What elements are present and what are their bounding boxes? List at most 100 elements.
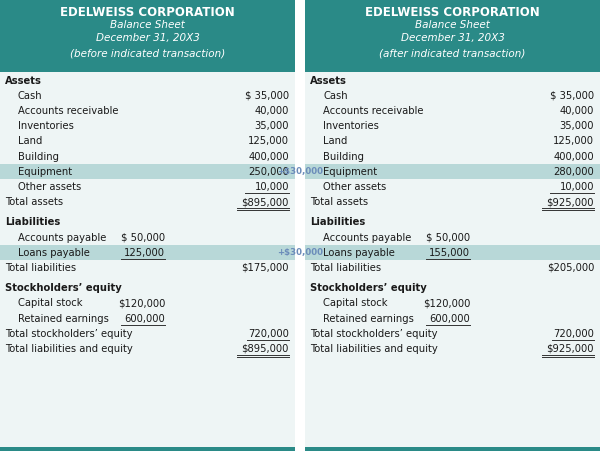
Text: December 31, 20X3: December 31, 20X3 [401,33,505,43]
Bar [305,215,600,220]
Bar [0,149,295,164]
Text: Accounts receivable: Accounts receivable [323,106,424,116]
Bar [305,0,600,72]
Text: 400,000: 400,000 [248,152,289,161]
Text: Stockholders’ equity: Stockholders’ equity [310,283,427,293]
Text: Liabilities: Liabilities [310,217,365,227]
Text: Total assets: Total assets [310,197,368,207]
Text: 600,000: 600,000 [124,313,165,324]
Text: Balance Sheet: Balance Sheet [110,20,185,30]
Bar [305,245,600,260]
Text: 600,000: 600,000 [430,313,470,324]
Text: $ 35,000: $ 35,000 [550,91,594,101]
Text: 280,000: 280,000 [553,167,594,177]
Text: +$30,000: +$30,000 [277,167,323,176]
Bar [0,245,295,260]
Text: Building: Building [18,152,59,161]
Text: Total assets: Total assets [5,197,63,207]
Text: $ 50,000: $ 50,000 [121,233,165,243]
Bar [0,281,295,285]
Bar [305,230,600,245]
Text: 35,000: 35,000 [560,121,594,131]
Text: Capital stock: Capital stock [18,299,83,308]
Text: $205,000: $205,000 [547,263,594,273]
Text: Capital stock: Capital stock [323,299,388,308]
Bar [305,72,600,451]
Bar [305,281,600,296]
Text: $895,000: $895,000 [242,197,289,207]
Text: 10,000: 10,000 [254,182,289,192]
Bar [0,103,295,119]
Text: Loans payable: Loans payable [323,248,395,258]
Bar [0,341,295,357]
Bar [295,0,305,451]
Bar [0,73,295,88]
Bar [305,194,600,210]
Text: 400,000: 400,000 [553,152,594,161]
Text: Total stockholders’ equity: Total stockholders’ equity [5,329,133,339]
Bar [0,88,295,103]
Text: EDELWEISS CORPORATION: EDELWEISS CORPORATION [365,5,540,18]
Bar [0,230,295,245]
Text: Cash: Cash [323,91,347,101]
Text: 125,000: 125,000 [124,248,165,258]
Text: $ 35,000: $ 35,000 [245,91,289,101]
Text: Total liabilities and equity: Total liabilities and equity [310,344,438,354]
Text: 40,000: 40,000 [560,106,594,116]
Bar [0,72,295,451]
Bar [305,311,600,326]
Text: Total stockholders’ equity: Total stockholders’ equity [310,329,437,339]
Bar [0,326,295,341]
Bar [305,179,600,194]
Text: 720,000: 720,000 [248,329,289,339]
Bar [305,119,600,134]
Bar [305,88,600,103]
Text: 125,000: 125,000 [553,136,594,147]
Text: Land: Land [323,136,347,147]
Bar [0,194,295,210]
Bar [305,164,600,179]
Text: 720,000: 720,000 [553,329,594,339]
Bar [305,149,600,164]
Bar [0,215,295,220]
Bar [305,73,600,88]
Bar [0,179,295,194]
Bar [0,281,295,296]
Text: $120,000: $120,000 [423,299,470,308]
Text: 250,000: 250,000 [248,167,289,177]
Text: Total liabilities: Total liabilities [310,263,381,273]
Text: Retained earnings: Retained earnings [323,313,414,324]
Text: $925,000: $925,000 [547,344,594,354]
Text: (after indicated transaction): (after indicated transaction) [379,48,526,58]
Bar [305,281,600,285]
Text: Cash: Cash [18,91,43,101]
Text: Retained earnings: Retained earnings [18,313,109,324]
Text: 10,000: 10,000 [560,182,594,192]
Text: $175,000: $175,000 [241,263,289,273]
Bar [305,215,600,230]
Text: $925,000: $925,000 [547,197,594,207]
Bar [305,341,600,357]
Bar [0,447,295,451]
Bar [305,326,600,341]
Text: Equipment: Equipment [18,167,72,177]
Bar [0,215,295,230]
Text: 125,000: 125,000 [248,136,289,147]
Text: Building: Building [323,152,364,161]
Text: (before indicated transaction): (before indicated transaction) [70,48,225,58]
Bar [0,164,295,179]
Bar [0,0,295,72]
Text: Inventories: Inventories [18,121,74,131]
Text: Land: Land [18,136,43,147]
Text: +$30,000: +$30,000 [277,249,323,258]
Text: Inventories: Inventories [323,121,379,131]
Text: Other assets: Other assets [18,182,81,192]
Text: Stockholders’ equity: Stockholders’ equity [5,283,122,293]
Text: 40,000: 40,000 [254,106,289,116]
Text: EDELWEISS CORPORATION: EDELWEISS CORPORATION [60,5,235,18]
Text: Accounts payable: Accounts payable [18,233,106,243]
Text: Accounts payable: Accounts payable [323,233,412,243]
Bar [305,260,600,276]
Text: $ 50,000: $ 50,000 [426,233,470,243]
Bar [305,447,600,451]
